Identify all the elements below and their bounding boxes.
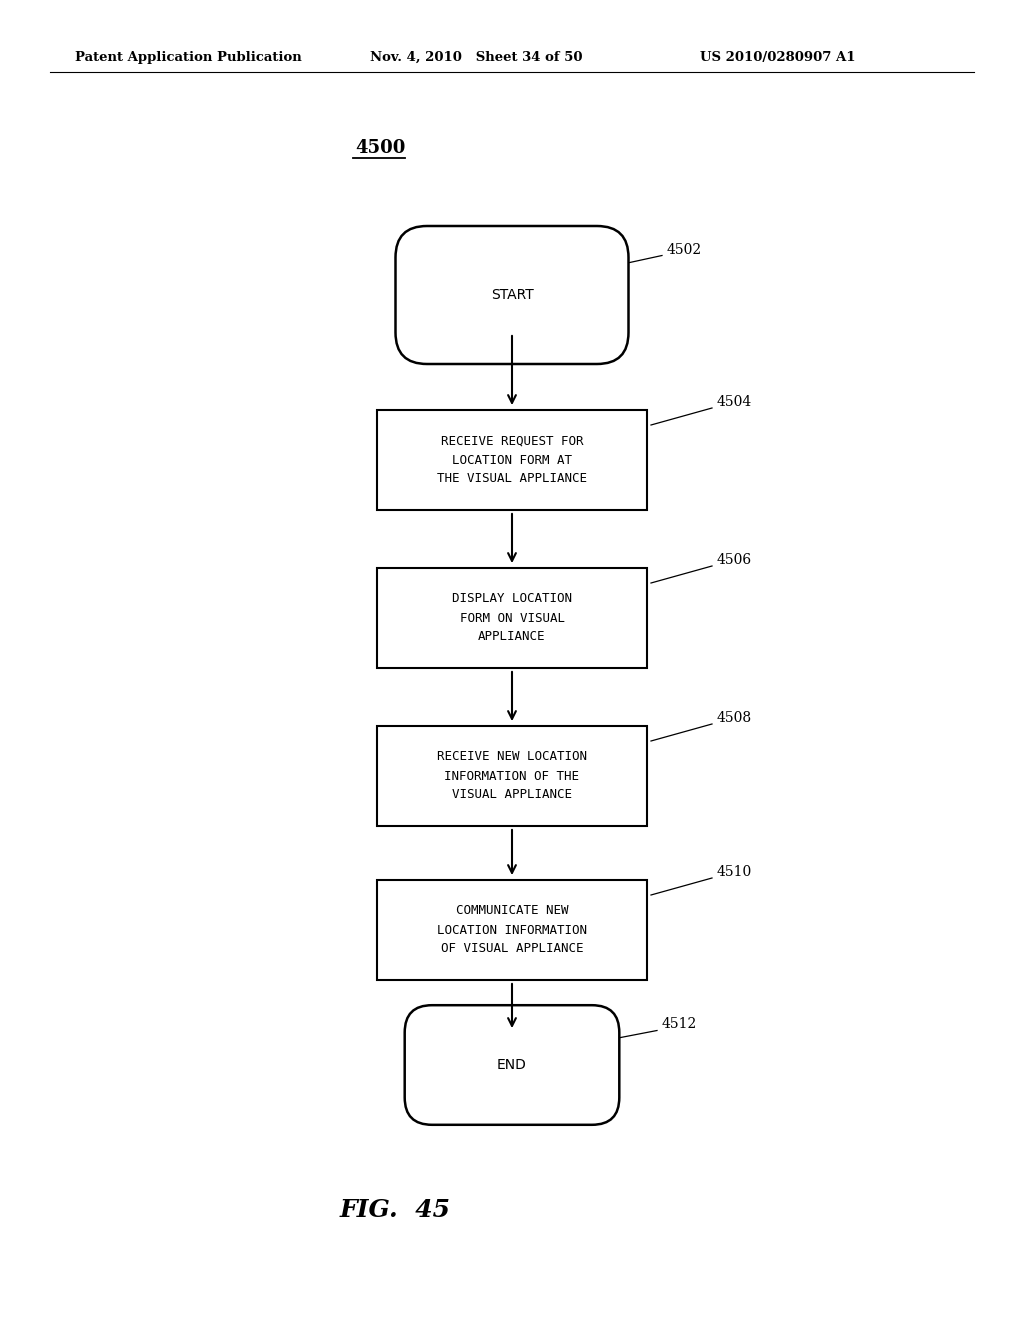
Text: FIG.  45: FIG. 45 bbox=[340, 1199, 451, 1222]
Text: END: END bbox=[497, 1059, 527, 1072]
Text: 4512: 4512 bbox=[662, 1018, 697, 1031]
Text: 4502: 4502 bbox=[667, 243, 702, 256]
FancyBboxPatch shape bbox=[404, 1006, 620, 1125]
FancyBboxPatch shape bbox=[395, 226, 629, 364]
Bar bbox=[377, 568, 647, 668]
Text: COMMUNICATE NEW
LOCATION INFORMATION
OF VISUAL APPLIANCE: COMMUNICATE NEW LOCATION INFORMATION OF … bbox=[437, 904, 587, 956]
Bar bbox=[377, 726, 647, 826]
Text: US 2010/0280907 A1: US 2010/0280907 A1 bbox=[700, 50, 855, 63]
Text: 4508: 4508 bbox=[717, 711, 752, 725]
Text: RECEIVE REQUEST FOR
LOCATION FORM AT
THE VISUAL APPLIANCE: RECEIVE REQUEST FOR LOCATION FORM AT THE… bbox=[437, 434, 587, 486]
Bar bbox=[377, 880, 647, 979]
Text: Nov. 4, 2010   Sheet 34 of 50: Nov. 4, 2010 Sheet 34 of 50 bbox=[370, 50, 583, 63]
Text: RECEIVE NEW LOCATION
INFORMATION OF THE
VISUAL APPLIANCE: RECEIVE NEW LOCATION INFORMATION OF THE … bbox=[437, 751, 587, 801]
Text: 4500: 4500 bbox=[355, 139, 406, 157]
Text: 4504: 4504 bbox=[717, 395, 753, 409]
Text: 4510: 4510 bbox=[717, 865, 753, 879]
Text: DISPLAY LOCATION
FORM ON VISUAL
APPLIANCE: DISPLAY LOCATION FORM ON VISUAL APPLIANC… bbox=[452, 593, 572, 644]
Bar bbox=[377, 411, 647, 510]
Text: START: START bbox=[490, 288, 534, 302]
Text: Patent Application Publication: Patent Application Publication bbox=[75, 50, 302, 63]
Text: 4506: 4506 bbox=[717, 553, 752, 568]
